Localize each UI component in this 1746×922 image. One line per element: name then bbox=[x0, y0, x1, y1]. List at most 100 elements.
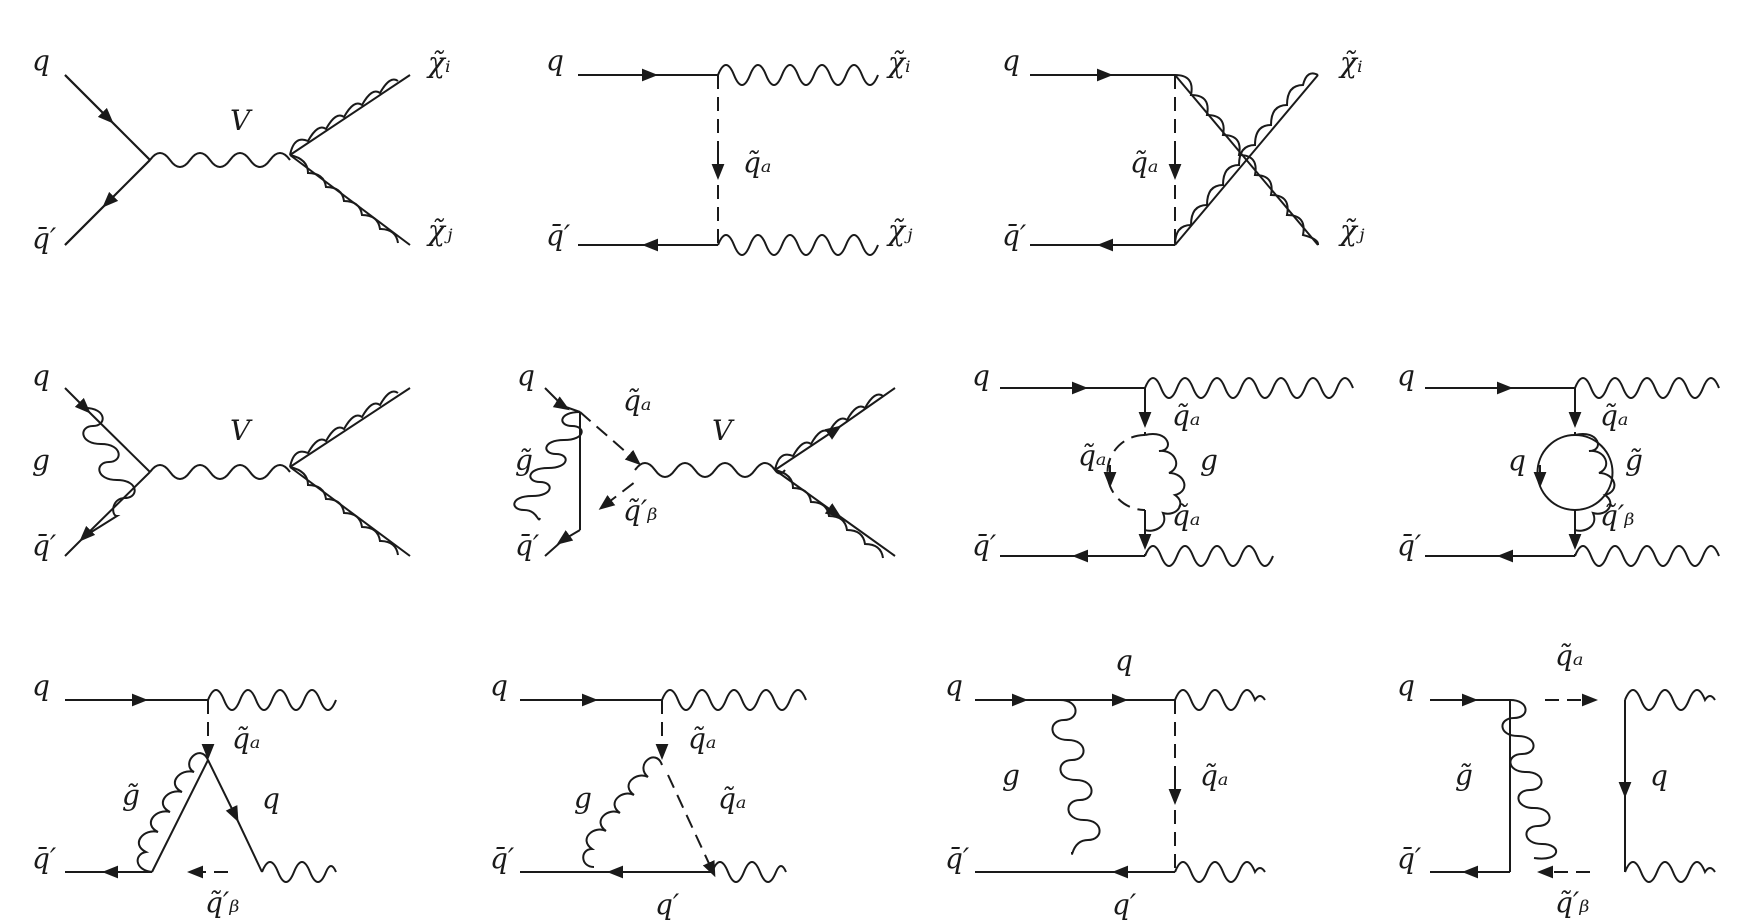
outgoing-line-down-wave bbox=[774, 469, 884, 559]
panel-2-t-channel-squark: q q̄′ q̃ₐ χ̃ᵢ χ̃ⱼ bbox=[546, 44, 913, 256]
label-g: g bbox=[32, 444, 50, 477]
label-squark-a: q̃ₐ bbox=[232, 722, 260, 755]
label-g: g bbox=[1200, 444, 1218, 477]
label-gluino: g̃ bbox=[515, 444, 533, 477]
outgoing-chi-i bbox=[717, 64, 879, 86]
panel-8-gluino-triangle: q q̄′ q̃ₐ g̃ q q̃′ᵦ bbox=[32, 669, 337, 919]
label-qbar-prime: q̄′ bbox=[546, 219, 571, 252]
antiquark-arrow bbox=[64, 159, 151, 246]
label-squark-a: q̃ₐ bbox=[1130, 146, 1158, 179]
label-qbar-prime: q̄′ bbox=[972, 529, 997, 562]
squark-a-line bbox=[579, 411, 642, 466]
panel-10-gluon-box: q q̄′ q g q̃ₐ q′ bbox=[945, 644, 1266, 921]
label-gluino: g̃ bbox=[122, 779, 140, 812]
chargino-neutralino-line-j-b bbox=[289, 154, 411, 246]
outgoing-chi-upper bbox=[1624, 689, 1716, 711]
panel-11-gluino-box: q q̄′ g̃ q̃ₐ q q̃′ᵦ bbox=[1397, 639, 1716, 919]
label-q-loop: q bbox=[1508, 444, 1526, 477]
label-squark-a: q̃ₐ bbox=[743, 146, 771, 179]
gluino-loop-curl bbox=[1574, 432, 1616, 532]
label-squark-a-lower: q̃ₐ bbox=[718, 782, 746, 815]
panel-3-u-channel-squark: q q̄′ q̃ₐ χ̃ᵢ χ̃ⱼ bbox=[1002, 44, 1365, 252]
label-q: q bbox=[517, 359, 535, 392]
panel-5-vertex-gluino-squark: q g̃ q̄′ q̃ₐ q̃′ᵦ V bbox=[513, 359, 896, 562]
crossed-chi-line-1-wave bbox=[1174, 74, 1320, 246]
incoming-quark-line bbox=[64, 387, 151, 473]
label-q-inner: q bbox=[262, 782, 280, 815]
gluino-line bbox=[151, 759, 209, 873]
outgoing-chi-lower bbox=[1174, 861, 1266, 883]
outgoing-chi-lower bbox=[1574, 545, 1720, 567]
label-qbar-prime: q̄′ bbox=[32, 222, 57, 255]
label-q: q bbox=[1397, 359, 1415, 392]
vector-boson-line bbox=[149, 464, 291, 480]
label-squark-a-loop: q̃ₐ bbox=[1078, 439, 1106, 472]
gluino-loop-line bbox=[1574, 434, 1614, 511]
vector-boson-line bbox=[149, 152, 291, 168]
outgoing-line-up bbox=[774, 387, 896, 471]
quark-line bbox=[207, 759, 263, 873]
quark-loop bbox=[1536, 434, 1576, 511]
outgoing-line-down-wave bbox=[289, 466, 399, 556]
outgoing-chi-upper bbox=[1574, 377, 1720, 399]
crossed-chi-line-2 bbox=[1174, 74, 1319, 246]
panel-7-squark-self-energy-gluino: q q̄′ q̃ₐ q g̃ q̃′ᵦ bbox=[1397, 359, 1720, 567]
label-squark-a-lower: q̃ₐ bbox=[1172, 499, 1200, 532]
label-q: q bbox=[1397, 669, 1415, 702]
label-squark-a: q̃ₐ bbox=[1600, 399, 1628, 432]
label-squark-a-upper: q̃ₐ bbox=[1172, 399, 1200, 432]
outgoing-line-up-wave bbox=[289, 390, 399, 468]
outgoing-line-up-wave bbox=[774, 393, 884, 471]
chargino-neutralino-line-i-b bbox=[289, 74, 411, 156]
outgoing-chi-lower bbox=[261, 861, 337, 883]
crossed-chi-line-2-wave bbox=[1174, 72, 1319, 246]
label-q-inner: q bbox=[1650, 759, 1668, 792]
label-q-top: q bbox=[1115, 644, 1133, 677]
gluon-line bbox=[582, 756, 663, 868]
label-qbar-prime: q̄′ bbox=[945, 842, 970, 875]
label-q: q bbox=[32, 359, 50, 392]
label-chi-i: χ̃ᵢ bbox=[886, 46, 911, 79]
gluon-line bbox=[1051, 699, 1101, 855]
vector-boson-line bbox=[634, 462, 786, 478]
label-squark-b-prime: q̃′ᵦ bbox=[623, 494, 657, 527]
label-q: q bbox=[972, 359, 990, 392]
outgoing-chi-lower bbox=[1624, 861, 1716, 883]
label-chi-i: χ̃ᵢ bbox=[1338, 46, 1363, 79]
label-qbar-prime: q̄′ bbox=[32, 529, 57, 562]
gluino-curl bbox=[1501, 699, 1558, 860]
label-chi-j: χ̃ⱼ bbox=[1338, 214, 1365, 247]
outgoing-line-up bbox=[289, 387, 411, 468]
label-q: q bbox=[32, 44, 50, 77]
label-chi-j: χ̃ⱼ bbox=[886, 214, 913, 247]
outgoing-chi-lower bbox=[1144, 545, 1274, 567]
label-squark-b-prime: q̃′ᵦ bbox=[1555, 886, 1589, 919]
label-squark-a-upper: q̃ₐ bbox=[688, 722, 716, 755]
gluino-curl bbox=[513, 411, 583, 521]
label-q: q bbox=[945, 669, 963, 702]
label-g: g bbox=[1002, 759, 1020, 792]
label-V: V bbox=[230, 104, 253, 137]
chargino-neutralino-line-j bbox=[289, 154, 399, 244]
label-qbar-prime: q̄′ bbox=[32, 842, 57, 875]
panel-9-gluon-triangle: q q̄′ q̃ₐ q̃ₐ g q′ bbox=[490, 669, 807, 921]
label-q: q bbox=[490, 669, 508, 702]
squark-a-line-diagonal bbox=[667, 774, 716, 878]
label-qbar-prime: q̄′ bbox=[490, 842, 515, 875]
label-gluino: g̃ bbox=[1455, 759, 1473, 792]
label-squark-b: q̃′ᵦ bbox=[1600, 499, 1634, 532]
label-qbar-prime: q̄′ bbox=[515, 529, 540, 562]
outgoing-chi-upper bbox=[661, 689, 807, 711]
incoming-antiquark-line bbox=[64, 471, 151, 557]
label-qbar-prime: q̄′ bbox=[1397, 842, 1422, 875]
incoming-quark-line bbox=[544, 387, 581, 413]
label-V: V bbox=[230, 414, 253, 447]
label-V: V bbox=[712, 414, 735, 447]
label-chi-i: χ̃ᵢ bbox=[426, 46, 451, 79]
outgoing-chi-upper bbox=[207, 689, 337, 711]
label-q-prime: q′ bbox=[1112, 888, 1137, 921]
label-chi-j: χ̃ⱼ bbox=[426, 214, 453, 247]
label-q-prime: q′ bbox=[655, 888, 680, 921]
outgoing-line-down bbox=[289, 466, 411, 557]
squark-loop bbox=[1106, 434, 1146, 511]
